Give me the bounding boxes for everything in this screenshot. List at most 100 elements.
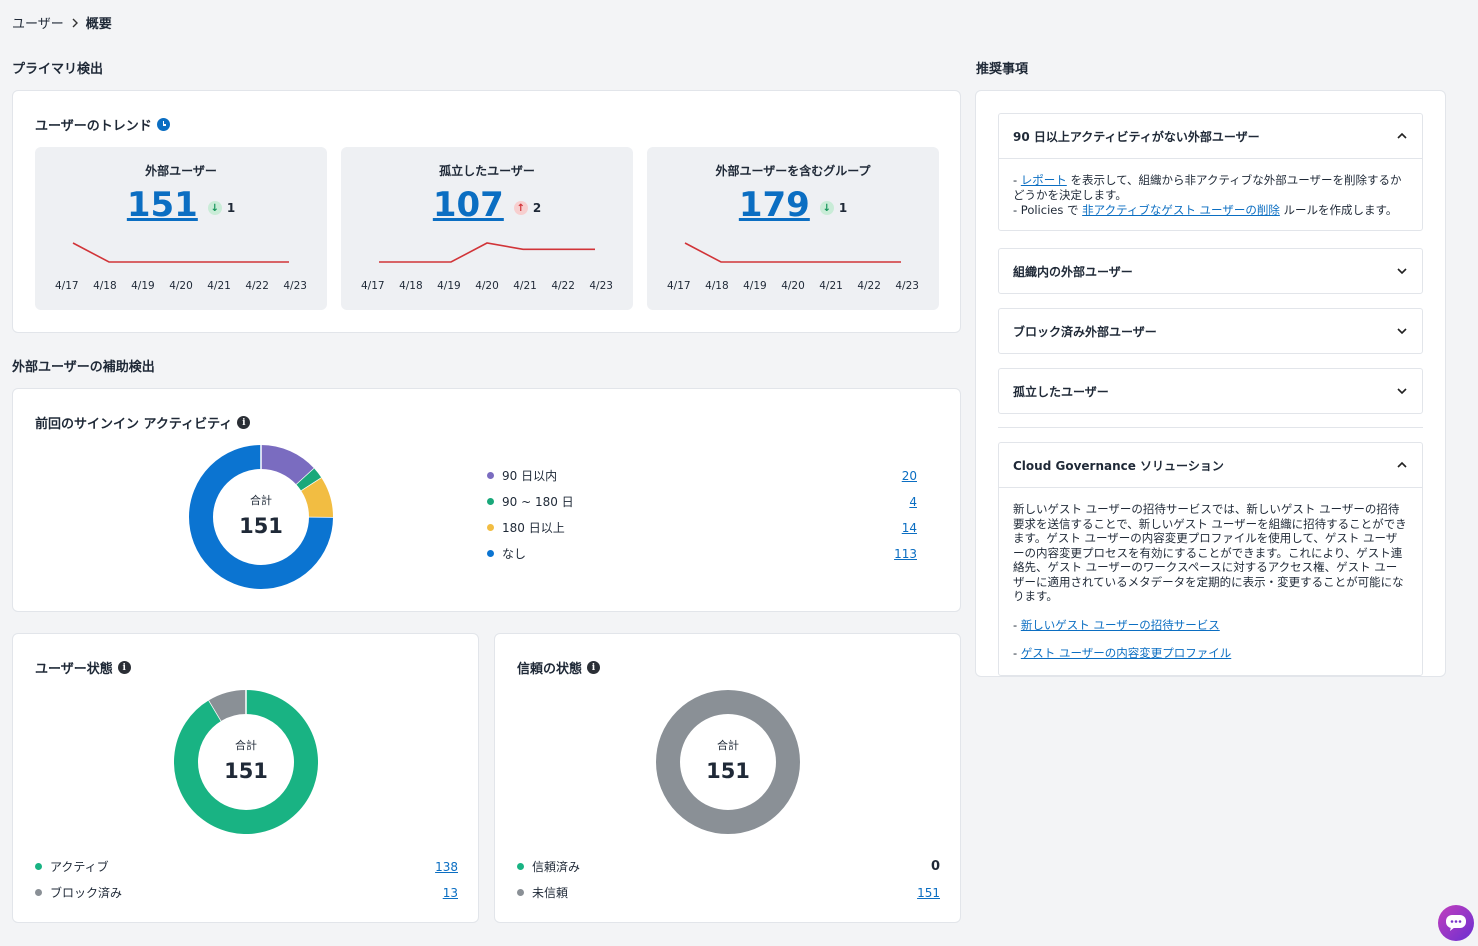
trend-tile-orphaned-users: 孤立したユーザー 107 ↑ 2 4/17 4/18 4/19 4/20 4/2… (341, 147, 633, 310)
accordion-orphaned-users: 孤立したユーザー (998, 368, 1423, 414)
guest-profile-link[interactable]: ゲスト ユーザーの内容変更プロファイル (1020, 646, 1232, 660)
trend-tile-groups-with-external: 外部ユーザーを含むグループ 179 ↓ 1 4/17 4/18 4/19 4/2… (647, 147, 939, 310)
date-tick: 4/22 (857, 280, 881, 292)
legend-label: 未信頼 (532, 886, 569, 900)
date-tick: 4/19 (743, 280, 767, 292)
text: - (1013, 646, 1021, 660)
accordion-cloud-governance: Cloud Governance ソリューション 新しいゲスト ユーザーの招待サ… (998, 442, 1423, 676)
donut-slice[interactable] (296, 468, 322, 492)
legend-dot (517, 863, 524, 870)
tile-title: 孤立したユーザー (439, 164, 535, 178)
user-state-card: ユーザー状態 i 合計 151 アクティブ 138 ブロック済み 13 (12, 633, 479, 923)
report-link[interactable]: レポート (1020, 173, 1067, 187)
legend-value-link[interactable]: 138 (435, 859, 458, 874)
donut-total-label: 合計 (717, 739, 739, 752)
legend-item: アクティブ 138 (35, 858, 458, 875)
date-axis: 4/17 4/18 4/19 4/20 4/21 4/22 4/23 (667, 280, 919, 292)
legend-item: なし 113 (487, 545, 917, 562)
user-trend-title-text: ユーザーのトレンド (35, 119, 152, 134)
date-tick: 4/23 (895, 280, 919, 292)
date-axis: 4/17 4/18 4/19 4/20 4/21 4/22 4/23 (55, 280, 307, 292)
info-icon[interactable]: i (117, 661, 131, 674)
donut-center: 合計 151 (174, 737, 318, 783)
info-icon[interactable]: i (587, 661, 601, 674)
signin-activity-title-text: 前回のサインイン アクティビティ (35, 417, 233, 432)
legend-value-link[interactable]: 151 (917, 885, 940, 900)
info-icon[interactable]: i (237, 416, 251, 429)
date-tick: 4/21 (819, 280, 843, 292)
legend-dot (35, 863, 42, 870)
text: - (1013, 173, 1021, 187)
donut-chart (189, 445, 333, 589)
accordion-header[interactable]: 組織内の外部ユーザー (999, 249, 1422, 293)
tile-delta: ↑ 2 (513, 201, 541, 215)
legend-item: 180 日以上 14 (487, 519, 917, 536)
date-tick: 4/19 (131, 280, 155, 292)
chevron-down-icon (1397, 328, 1407, 335)
legend-value: 0 (930, 859, 940, 874)
date-tick: 4/22 (551, 280, 575, 292)
recommendations-title: 推奨事項 (976, 62, 1029, 77)
divider (998, 427, 1423, 428)
sparkline-chart (72, 242, 289, 263)
accordion-title: ブロック済み外部ユーザー (1013, 324, 1157, 339)
chat-button[interactable] (1438, 905, 1474, 941)
accordion-body: 新しいゲスト ユーザーの招待サービスでは、新しいゲスト ユーザーの招待要求を送信… (999, 487, 1422, 675)
breadcrumb-users[interactable]: ユーザー (12, 17, 64, 32)
guest-invite-service-link[interactable]: 新しいゲスト ユーザーの招待サービス (1020, 617, 1220, 632)
donut-chart (656, 690, 800, 834)
user-trend-title: ユーザーのトレンド (35, 115, 170, 134)
clock-icon[interactable] (156, 118, 170, 131)
legend-value-link[interactable]: 13 (442, 885, 458, 900)
accordion-header[interactable]: ブロック済み外部ユーザー (999, 309, 1422, 353)
legend-dot (487, 524, 494, 531)
donut-slice[interactable] (174, 690, 318, 834)
donut-slice[interactable] (301, 478, 333, 519)
date-tick: 4/18 (399, 280, 423, 292)
legend-value-link[interactable]: 4 (909, 494, 917, 509)
donut-slice[interactable] (189, 445, 333, 589)
trend-tile-external-users: 外部ユーザー 151 ↓ 1 4/17 4/18 4/19 4/20 4/21 … (35, 147, 327, 310)
user-state-title-text: ユーザー状態 (35, 662, 113, 677)
accordion-header[interactable]: 孤立したユーザー (999, 369, 1422, 413)
donut-total-value: 151 (706, 759, 750, 783)
date-tick: 4/20 (781, 280, 805, 292)
date-tick: 4/23 (589, 280, 613, 292)
donut-slice[interactable] (208, 690, 247, 722)
legend-label: アクティブ (50, 860, 109, 874)
arrow-down-icon: ↓ (819, 201, 834, 215)
sparkline-series (684, 242, 901, 263)
date-tick: 4/18 (93, 280, 117, 292)
donut-slice[interactable] (656, 690, 800, 834)
legend-value-link[interactable]: 20 (901, 468, 917, 483)
donut-center: 合計 151 (656, 737, 800, 783)
legend-dot (487, 472, 494, 479)
legend-item: 未信頼 151 (517, 884, 940, 901)
tile-title: 外部ユーザーを含むグループ (715, 164, 871, 178)
text: を表示して、組織から非アクティブな外部ユーザーを削除するかどうかを決定します。 (1013, 173, 1402, 202)
delete-inactive-guest-link[interactable]: 非アクティブなゲスト ユーザーの削除 (1082, 203, 1280, 217)
text: - Policies で (1013, 203, 1083, 217)
legend-value-link[interactable]: 113 (894, 546, 917, 561)
chevron-right-icon (72, 18, 78, 27)
date-tick: 4/18 (705, 280, 729, 292)
tile-value-link[interactable]: 107 (432, 185, 504, 225)
accordion-header[interactable]: Cloud Governance ソリューション (999, 443, 1422, 487)
legend-item: 90 日以内 20 (487, 467, 917, 484)
legend-label: 90 ~ 180 日 (502, 495, 574, 509)
donut-total-label: 合計 (250, 494, 272, 507)
tile-delta: ↓ 1 (819, 201, 847, 215)
legend-value-link[interactable]: 14 (901, 520, 917, 535)
legend-label: ブロック済み (50, 886, 123, 900)
date-tick: 4/19 (437, 280, 461, 292)
trust-state-title-text: 信頼の状態 (517, 662, 583, 677)
accordion-org-external-users: 組織内の外部ユーザー (998, 248, 1423, 294)
tile-value-link[interactable]: 151 (126, 185, 198, 225)
sparkline-chart (379, 242, 595, 263)
donut-slice[interactable] (260, 445, 315, 486)
accordion-title: 90 日以上アクティビティがない外部ユーザー (1013, 129, 1260, 144)
accordion-header[interactable]: 90 日以上アクティビティがない外部ユーザー (999, 114, 1422, 158)
date-tick: 4/21 (207, 280, 231, 292)
legend-dot (35, 889, 42, 896)
tile-value-link[interactable]: 179 (738, 185, 810, 225)
